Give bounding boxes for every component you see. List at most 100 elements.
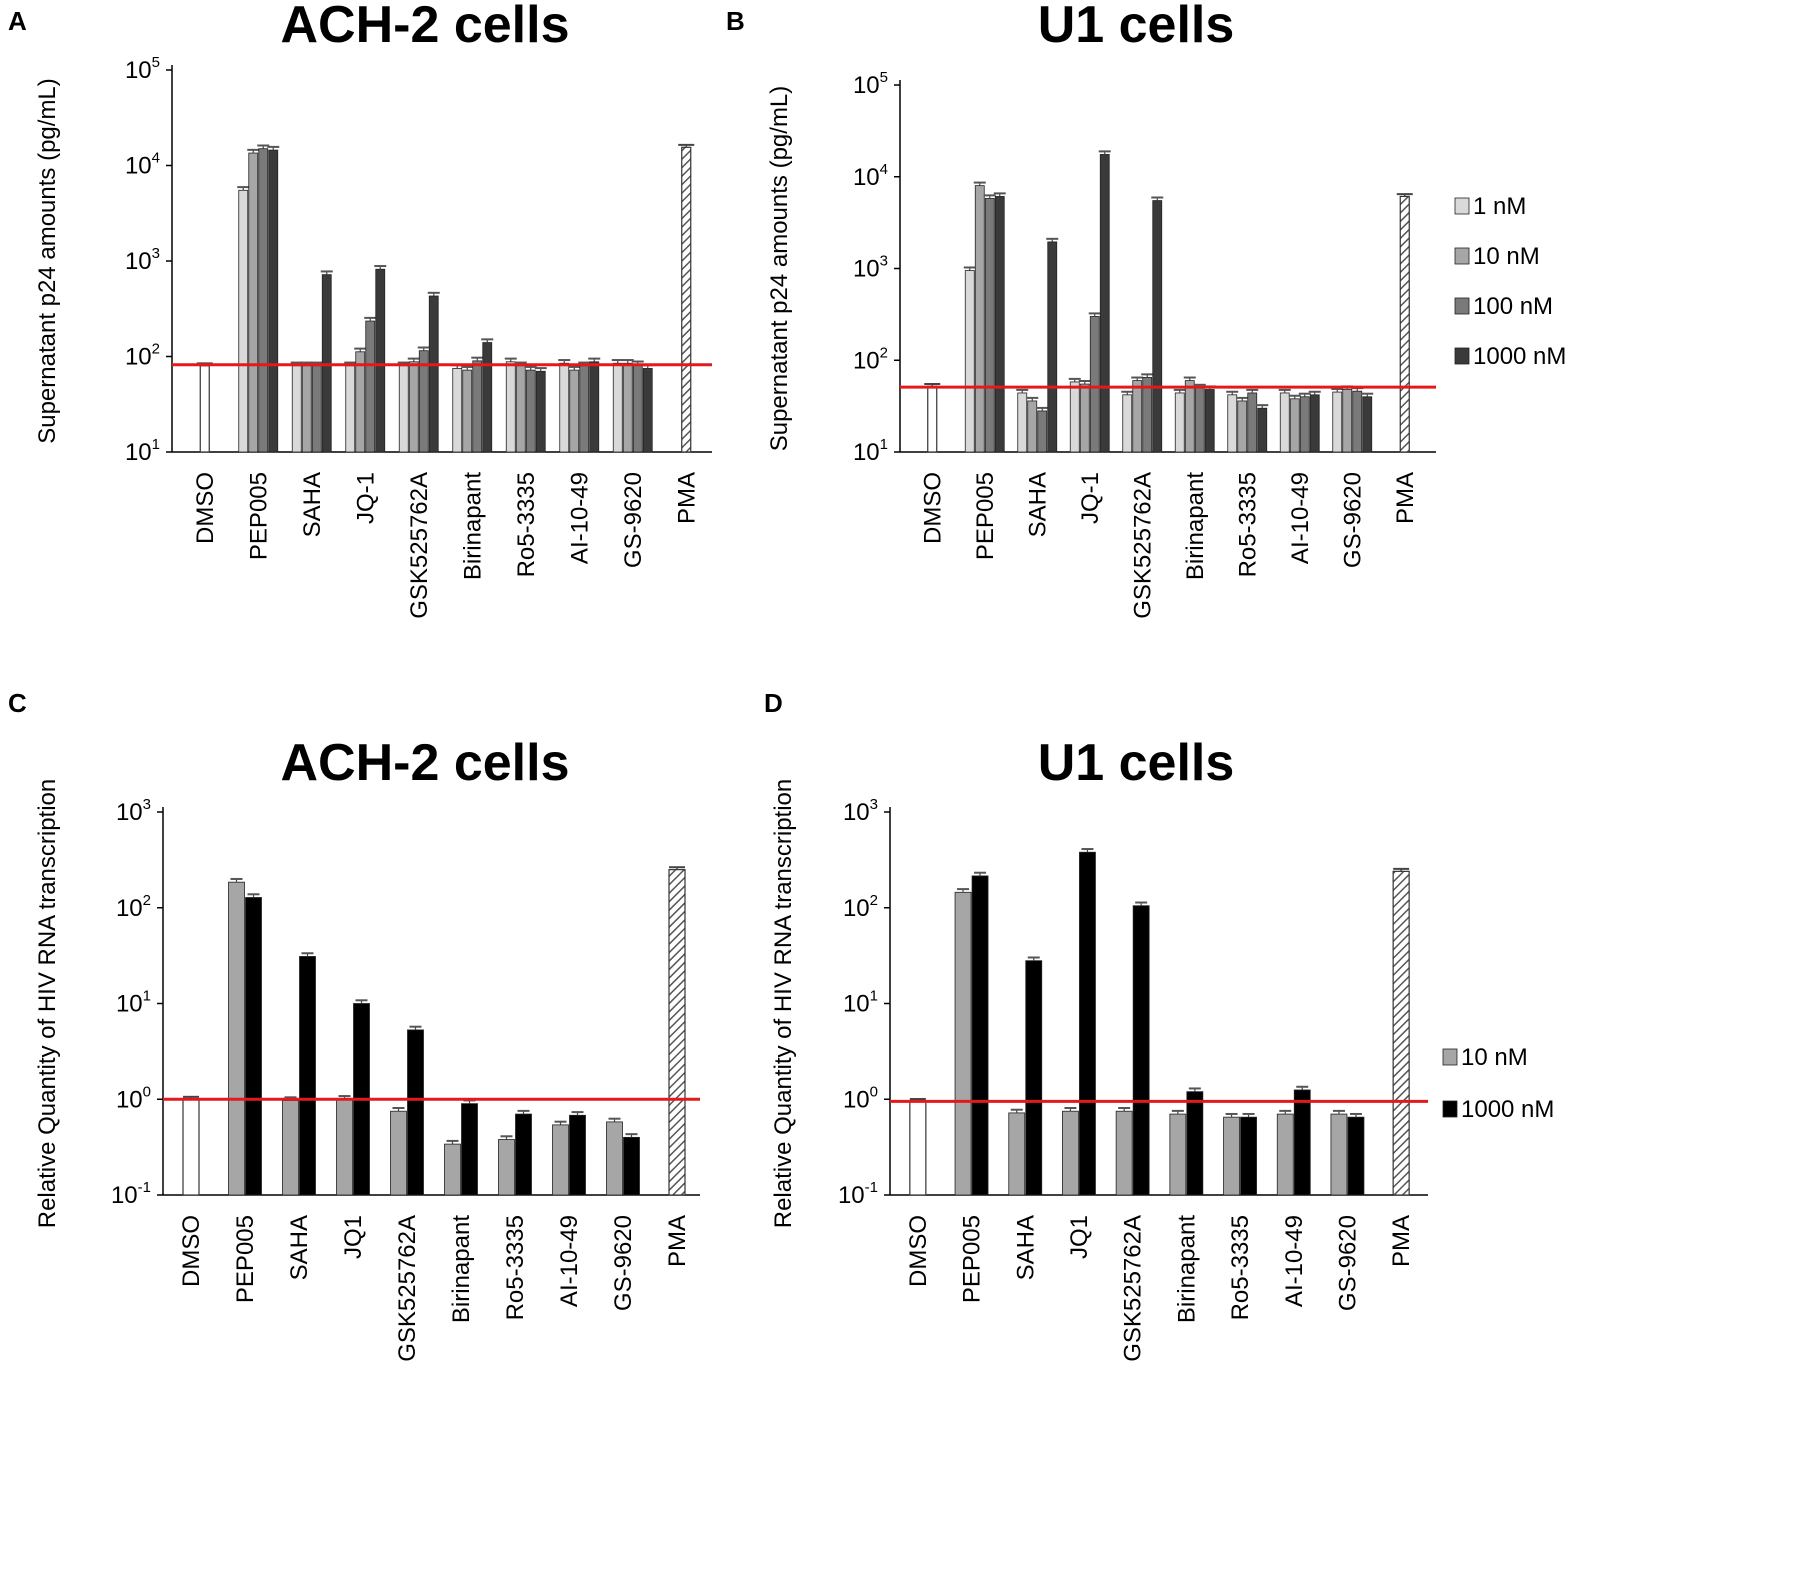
tick-exponent: 1	[880, 436, 888, 453]
tick-base: 10	[116, 991, 143, 1018]
panel-d-y-tick-label: 101	[843, 988, 878, 1018]
panel-b-legend-label: 10 nM	[1473, 243, 1540, 270]
panel-d-bar-pma	[1392, 870, 1410, 1196]
panel-a-bar-10-nm	[569, 369, 580, 453]
tick-exponent: 0	[143, 1083, 151, 1100]
panel-a-y-tick-label: 104	[125, 150, 160, 180]
panel-b-bar-1-nm	[964, 270, 975, 453]
panel-d-bar-10-nm	[954, 891, 972, 1196]
tick-base: 10	[853, 439, 880, 466]
panel-b-bar-10-nm	[1079, 383, 1090, 453]
panel-b-bar-10-nm	[1132, 380, 1143, 453]
panel-a-category-label: PMA	[673, 472, 700, 524]
panel-a-category-label: AI-10-49	[566, 472, 593, 564]
panel-c-category-label: Ro5-3335	[502, 1215, 529, 1320]
panel-d-category-label: PEP005	[959, 1215, 986, 1303]
panel-b-legend-swatch	[1454, 297, 1470, 315]
panel-a-category-label: PEP005	[245, 472, 272, 560]
tick-exponent: 5	[880, 69, 888, 86]
panel-a-category-label: DMSO	[192, 472, 219, 544]
panel-c-category-label: AI-10-49	[556, 1215, 583, 1307]
panel-b-bar-pma	[1399, 195, 1410, 453]
panel-b-bar-1000-nm	[1362, 396, 1373, 453]
panel-c-bar-10-nm	[552, 1124, 569, 1196]
panel-c-bar-1000-nm-black	[569, 1114, 586, 1196]
panel-d-y-tick-label: 102	[843, 892, 878, 922]
panel-b-legend-label: 1000 nM	[1473, 343, 1566, 370]
panel-a-bar-dmso	[199, 365, 210, 453]
panel-a-bar-1000-nm	[375, 268, 386, 453]
panel-d-legend-label: 1000 nM	[1461, 1096, 1554, 1123]
tick-exponent: 0	[870, 1083, 878, 1100]
panel-a-bar-100-nm	[258, 148, 269, 453]
panel-b-bar-1000-nm	[994, 196, 1005, 453]
panel-b-bar-1000-nm	[1257, 407, 1268, 453]
panel-a-bar-100-nm	[365, 320, 376, 453]
panel-c-bar-pma	[668, 869, 686, 1196]
panel-d-category-label: PMA	[1388, 1215, 1415, 1267]
panel-d-bar-1000-nm-black	[1347, 1116, 1365, 1196]
tick-base: 10	[125, 153, 152, 180]
panel-c-category-label: PMA	[664, 1215, 691, 1267]
panel-c-category-label: GS-9620	[610, 1215, 637, 1311]
panel-c-bar-1000-nm-black	[299, 956, 316, 1196]
panel-b-bar-100-nm	[1352, 390, 1363, 453]
panel-c-bar-dmso	[182, 1098, 200, 1196]
panel-c-bar-10-nm	[228, 881, 245, 1196]
tick-exponent: 3	[143, 796, 151, 813]
panel-a-bar-1-nm	[345, 365, 356, 453]
tick-base: 10	[116, 1086, 143, 1113]
panel-d-bar-1000-nm-black	[1079, 851, 1096, 1196]
panel-d-y-axis-label: Relative Quantity of HIV RNA transcripti…	[770, 779, 797, 1229]
panel-d-category-label: AI-10-49	[1281, 1215, 1308, 1307]
panel-d-bar-10-nm	[1330, 1113, 1348, 1196]
tick-exponent: 1	[143, 988, 151, 1005]
panel-b-bar-1000-nm	[1152, 200, 1163, 453]
panel-c-y-tick-label: 100	[116, 1083, 151, 1113]
panel-c-y-tick-label: 103	[116, 796, 151, 826]
tick-exponent: 4	[152, 150, 160, 167]
tick-base: 10	[125, 248, 152, 275]
panel-a-letter: A	[8, 6, 27, 36]
panel-b-bar-100-nm	[984, 198, 995, 453]
panel-a-y-axis-label: Supernatant p24 amounts (pg/mL)	[34, 78, 61, 444]
panel-d-letter: D	[764, 688, 783, 718]
panel-d-category-label: JQ1	[1066, 1215, 1093, 1259]
panel-b-bar-100-nm	[1247, 392, 1258, 453]
panel-a-bar-10-nm	[248, 152, 259, 453]
panel-d-category-label: GS-9620	[1334, 1215, 1361, 1311]
panel-a-bar-1000-nm	[589, 361, 600, 453]
panel-c-bar-1000-nm-black	[515, 1113, 532, 1196]
tick-exponent: 2	[880, 344, 888, 361]
tick-base: 10	[853, 256, 880, 283]
tick-base: 10	[853, 72, 880, 99]
panel-b: B U1 cells Supernatant p24 amounts (pg/mL)…	[726, 0, 1566, 619]
panel-b-title: U1 cells	[1038, 0, 1235, 54]
tick-exponent: 4	[880, 161, 888, 178]
panel-b-category-label: GSK525762A	[1129, 472, 1156, 619]
tick-base: 10	[111, 1182, 138, 1209]
panel-a-category-label: JQ-1	[352, 472, 379, 524]
panel-b-bar-10-nm	[1237, 400, 1248, 453]
panel-d-bar-1000-nm-black	[1186, 1091, 1204, 1196]
panel-b-legend-label: 1 nM	[1473, 193, 1526, 220]
panel-b-bar-1-nm	[1227, 394, 1238, 453]
panel-d-bar-10-nm	[1062, 1110, 1079, 1196]
panel-c-category-label: JQ1	[340, 1215, 367, 1259]
panel-a-bar-10-nm	[408, 361, 419, 453]
panel-a-bar-pma	[681, 146, 692, 453]
panel-d-category-label: Ro5-3335	[1227, 1215, 1254, 1320]
panel-b-bar-1-nm	[1122, 394, 1133, 453]
panel-a-bar-10-nm	[462, 369, 473, 453]
panel-a-bar-10-nm	[355, 351, 366, 453]
panel-d-bar-1000-nm-black	[1025, 960, 1043, 1196]
panel-a-bar-100-nm	[579, 365, 590, 453]
panel-b-bar-100-nm	[1194, 387, 1205, 453]
panel-c-bar-10-nm	[336, 1098, 353, 1196]
panel-d-bar-1000-nm-black	[1293, 1089, 1311, 1196]
panel-c-bar-10-nm	[444, 1143, 461, 1196]
panel-b-bar-10-nm	[1289, 398, 1300, 453]
panel-d-category-label: DMSO	[905, 1215, 932, 1287]
panel-d-y-tick-label: 100	[843, 1083, 878, 1113]
panel-d-bar-10-nm	[1276, 1113, 1294, 1196]
